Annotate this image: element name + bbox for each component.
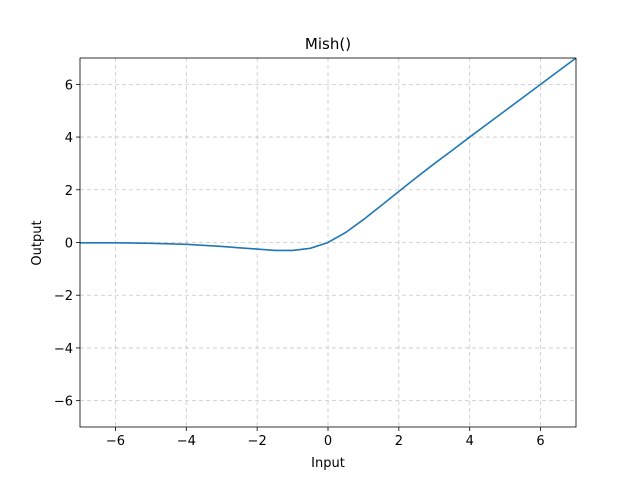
x-tick-label: 4 (466, 434, 474, 449)
plot-frame (79, 57, 577, 428)
y-tick-label: −4 (54, 342, 73, 357)
y-tick-label: 0 (65, 237, 73, 252)
x-axis-label: Input (311, 456, 345, 471)
line (80, 58, 576, 252)
x-tick-label: −6 (106, 434, 125, 449)
y-tick-label: 2 (65, 184, 73, 199)
x-tick-label: 0 (324, 434, 332, 449)
x-tick-label: 2 (395, 434, 403, 449)
y-axis-label: Output (30, 220, 45, 265)
y-tick-label: 6 (65, 78, 73, 93)
y-tick-label: −6 (54, 395, 73, 410)
y-tick-label: −2 (54, 289, 73, 304)
x-tick-label: 6 (536, 434, 544, 449)
x-tick-label: −4 (177, 434, 196, 449)
chart-title: Mish() (305, 35, 351, 53)
y-tick-label: 4 (65, 131, 73, 146)
x-tick-label: −2 (248, 434, 267, 449)
